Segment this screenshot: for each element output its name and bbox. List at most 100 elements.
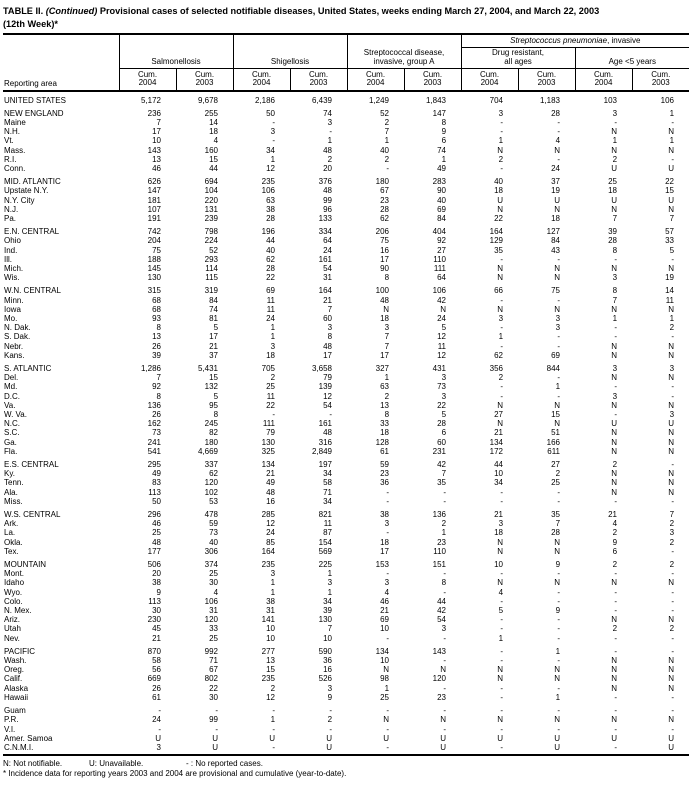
- value-cell: N: [668, 400, 675, 410]
- table-row: Maine 7 14 - 3 2 8 - - - -: [3, 118, 689, 127]
- value-cell: 181: [147, 195, 161, 205]
- value-cell: 1: [498, 332, 504, 342]
- table-row: Mich. 145 114 28 54 90 111 N N N N: [3, 264, 689, 273]
- reporting-area-cell: C.N.M.I.: [4, 742, 34, 752]
- value-cell: 8: [156, 391, 161, 401]
- salmonellosis-header: Salmonellosis: [118, 34, 234, 69]
- value-cell: N: [440, 665, 447, 675]
- value-cell: 82: [209, 428, 219, 438]
- reporting-area-cell: P.R.: [4, 715, 19, 725]
- value-cell: N: [497, 145, 504, 155]
- value-cell: 33: [665, 236, 675, 246]
- value-cell: N: [497, 400, 504, 410]
- value-cell: 10: [323, 633, 333, 643]
- value-cell: 2: [384, 154, 390, 164]
- value-cell: N: [611, 350, 618, 360]
- value-cell: 49: [266, 478, 276, 488]
- value-cell: 18: [608, 186, 618, 196]
- value-cell: 669: [147, 674, 161, 684]
- value-cell: N: [554, 400, 561, 410]
- value-cell: 68: [152, 304, 161, 314]
- cum-year-row: Cum. 2004 Cum. 2003 Cum. 2004 Cum. 2003 Cum. 2004…: [3, 68, 690, 92]
- value-cell: -: [500, 487, 504, 497]
- value-cell: -: [386, 163, 390, 173]
- reporting-area-cell: E.S. CENTRAL: [4, 460, 59, 470]
- value-cell: 28: [266, 263, 276, 273]
- reporting-area-cell: Wis.: [4, 273, 20, 283]
- value-cell: -: [500, 646, 504, 656]
- value-cell: 5,172: [140, 95, 161, 105]
- value-cell: 844: [546, 363, 561, 373]
- value-cell: 39: [152, 350, 161, 360]
- value-cell: N: [668, 204, 675, 214]
- value-cell: 59: [380, 460, 390, 470]
- value-cell: 61: [380, 446, 390, 456]
- value-cell: 16: [266, 496, 276, 506]
- value-cell: 7: [384, 341, 390, 351]
- value-cell: N: [497, 273, 504, 283]
- reporting-area-cell: Mass.: [4, 145, 26, 155]
- value-cell: 231: [432, 446, 447, 456]
- value-cell: 3: [384, 578, 390, 588]
- reporting-area-cell: Ark.: [4, 519, 19, 529]
- value-cell: 106: [204, 596, 219, 606]
- value-cell: -: [614, 332, 618, 342]
- value-cell: 17: [152, 127, 161, 137]
- reporting-area-cell: Calif.: [4, 674, 23, 684]
- value-cell: 16: [323, 665, 333, 675]
- value-cell: -: [386, 633, 390, 643]
- cum-year-header: Cum. 2003: [517, 68, 576, 92]
- value-cell: 235: [261, 674, 276, 684]
- value-cell: -: [500, 127, 504, 137]
- value-cell: 206: [375, 227, 390, 237]
- value-cell: 2: [669, 624, 675, 634]
- value-cell: 7: [384, 127, 390, 137]
- value-cell: 75: [380, 236, 390, 246]
- value-cell: 58: [152, 656, 161, 666]
- value-cell: 255: [204, 108, 219, 118]
- value-cell: 49: [152, 469, 161, 479]
- value-cell: 3: [498, 313, 504, 323]
- value-cell: 31: [209, 606, 219, 616]
- footnote-unavailable: U: Unavailable.: [89, 759, 144, 769]
- value-cell: N: [554, 304, 561, 314]
- reporting-area-cell: Md.: [4, 382, 18, 392]
- value-cell: 1: [270, 154, 276, 164]
- value-cell: 2: [270, 373, 276, 383]
- value-cell: 5: [441, 410, 447, 419]
- value-cell: 127: [546, 227, 561, 237]
- value-cell: 2: [498, 373, 504, 383]
- value-cell: N: [554, 419, 561, 429]
- value-cell: 115: [205, 273, 219, 283]
- value-cell: 1: [384, 373, 390, 383]
- value-cell: -: [557, 706, 561, 716]
- table-row: Colo. 113 106 38 34 46 44 - - - -: [3, 597, 689, 606]
- value-cell: N: [668, 145, 675, 155]
- value-cell: 18: [266, 350, 276, 360]
- value-cell: 1: [555, 692, 561, 702]
- value-cell: 3: [327, 117, 333, 127]
- value-cell: 26: [152, 341, 161, 351]
- strep-a-line1: Streptococcal disease,: [363, 47, 445, 57]
- value-cell: 143: [432, 646, 447, 656]
- value-cell: 151: [432, 560, 447, 570]
- value-cell: -: [386, 724, 390, 734]
- value-cell: 62: [209, 469, 219, 479]
- table-row: Mass. 143 160 34 48 40 74 N N N N: [3, 146, 689, 155]
- reporting-area-cell: Tex.: [4, 546, 19, 556]
- value-cell: 2: [612, 528, 618, 538]
- value-cell: 147: [432, 108, 447, 118]
- value-cell: 8: [384, 273, 390, 283]
- value-cell: 3: [270, 341, 276, 351]
- value-cell: 6: [441, 136, 447, 146]
- value-cell: 8: [612, 286, 618, 296]
- value-cell: 7: [327, 304, 333, 314]
- value-cell: 315: [147, 286, 161, 296]
- value-cell: 44: [266, 236, 276, 246]
- reporting-area-cell: W. Va.: [4, 410, 27, 419]
- value-cell: 526: [318, 674, 333, 684]
- value-cell: 2: [669, 519, 675, 529]
- value-cell: -: [557, 373, 561, 383]
- value-cell: 45: [152, 624, 161, 634]
- table-row: Wis. 130 115 22 31 8 64 N N 3 19: [3, 273, 689, 282]
